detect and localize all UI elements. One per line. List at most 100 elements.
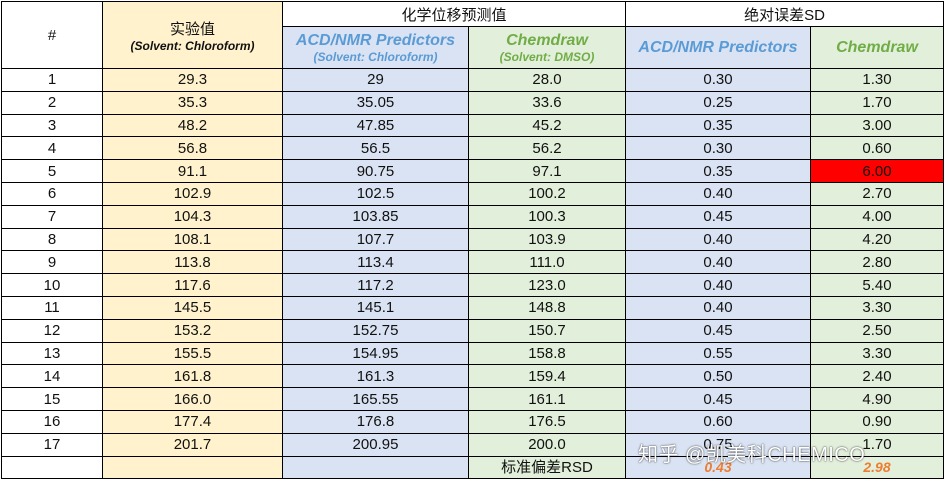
cell-exp: 117.6 bbox=[102, 273, 283, 297]
cell-acd: 113.4 bbox=[282, 250, 469, 275]
cell-sd-acd: 0.40 bbox=[625, 295, 811, 320]
cell-acd: 176.8 bbox=[282, 409, 469, 434]
cell-exp: 145.5 bbox=[102, 295, 283, 320]
cell-acd: 154.95 bbox=[282, 341, 469, 366]
table-row: 2 35.3 35.05 33.6 0.25 1.70 bbox=[1, 90, 944, 115]
sd-chemdraw-header: Chemdraw bbox=[810, 26, 944, 69]
rsd-chemdraw-value: 2.98 bbox=[810, 455, 944, 480]
cell-n: 2 bbox=[1, 90, 103, 115]
cell-n: 4 bbox=[1, 136, 103, 161]
cell-cd: 56.2 bbox=[468, 136, 626, 161]
cell-n: 3 bbox=[1, 113, 103, 138]
cell-cd: 159.4 bbox=[468, 364, 626, 389]
cell-exp: 177.4 bbox=[102, 409, 283, 434]
cell-sd-acd: 0.40 bbox=[625, 181, 811, 206]
cell-exp: 108.1 bbox=[102, 227, 283, 252]
cell-sd-cd: 4.20 bbox=[810, 227, 944, 252]
footer-empty-2 bbox=[102, 455, 283, 480]
nmr-comparison-table: # 实验值 (Solvent: Chloroform) 化学位移预测值 绝对误差… bbox=[1, 1, 944, 480]
table-row: 8 108.1 107.7 103.9 0.40 4.20 bbox=[1, 227, 944, 252]
footer-row: 标准偏差RSD 0.43 2.98 bbox=[1, 455, 944, 480]
table-row: 11 145.5 145.1 148.8 0.40 3.30 bbox=[1, 295, 944, 320]
cell-n: 16 bbox=[1, 409, 103, 434]
cell-sd-cd: 3.30 bbox=[810, 295, 944, 320]
cell-exp: 155.5 bbox=[102, 341, 283, 366]
table-row: 17 201.7 200.95 200.0 0.75 1.70 bbox=[1, 432, 944, 457]
cell-sd-acd: 0.45 bbox=[625, 204, 811, 229]
table-row: 15 166.0 165.55 161.1 0.45 4.90 bbox=[1, 387, 944, 411]
cell-sd-acd: 0.55 bbox=[625, 341, 811, 366]
cell-acd: 56.5 bbox=[282, 136, 469, 161]
cell-acd: 29 bbox=[282, 68, 469, 92]
cell-cd: 103.9 bbox=[468, 227, 626, 252]
cell-sd-cd: 0.60 bbox=[810, 136, 944, 161]
table-row: 7 104.3 103.85 100.3 0.45 4.00 bbox=[1, 204, 944, 229]
cell-exp: 104.3 bbox=[102, 204, 283, 229]
abs-error-group-header: 绝对误差SD bbox=[625, 1, 944, 27]
cell-acd: 165.55 bbox=[282, 387, 469, 411]
table-row: 3 48.2 47.85 45.2 0.35 3.00 bbox=[1, 113, 944, 138]
cell-sd-acd: 0.50 bbox=[625, 364, 811, 389]
sd-acd-header: ACD/NMR Predictors bbox=[625, 26, 811, 69]
cell-sd-acd: 0.40 bbox=[625, 250, 811, 275]
rsd-label: 标准偏差RSD bbox=[468, 455, 626, 480]
cell-n: 5 bbox=[1, 159, 103, 183]
table-row: 10 117.6 117.2 123.0 0.40 5.40 bbox=[1, 273, 944, 297]
cell-cd: 28.0 bbox=[468, 68, 626, 92]
chemdraw-title: Chemdraw bbox=[506, 31, 588, 49]
cell-cd: 100.2 bbox=[468, 181, 626, 206]
cell-acd: 103.85 bbox=[282, 204, 469, 229]
cell-n: 13 bbox=[1, 341, 103, 366]
cell-n: 9 bbox=[1, 250, 103, 275]
cell-sd-acd: 0.25 bbox=[625, 90, 811, 115]
acd-solvent: (Solvent: Chloroform) bbox=[313, 49, 438, 64]
cell-sd-cd: 2.50 bbox=[810, 318, 944, 343]
cell-cd: 111.0 bbox=[468, 250, 626, 275]
cell-n: 7 bbox=[1, 204, 103, 229]
cell-exp: 56.8 bbox=[102, 136, 283, 161]
sd-chemdraw-title: Chemdraw bbox=[836, 38, 918, 56]
cell-n: 14 bbox=[1, 364, 103, 389]
table-row: 5 91.1 90.75 97.1 0.35 6.00 bbox=[1, 159, 944, 183]
cell-n: 8 bbox=[1, 227, 103, 252]
cell-exp: 201.7 bbox=[102, 432, 283, 457]
cell-acd: 145.1 bbox=[282, 295, 469, 320]
cell-cd: 45.2 bbox=[468, 113, 626, 138]
cell-n: 1 bbox=[1, 68, 103, 92]
cell-sd-acd: 0.45 bbox=[625, 387, 811, 411]
cell-cd: 176.5 bbox=[468, 409, 626, 434]
cell-cd: 100.3 bbox=[468, 204, 626, 229]
cell-sd-acd: 0.45 bbox=[625, 318, 811, 343]
sd-acd-title: ACD/NMR Predictors bbox=[638, 38, 798, 56]
watermark: 知乎 @凯美科CHEMICO bbox=[638, 444, 866, 466]
data-rows: 1 29.3 29 28.0 0.30 1.30 2 35.3 35.05 33.6 0.25 1.7… bbox=[1, 68, 944, 457]
experimental-solvent: (Solvent: Chloroform) bbox=[130, 38, 255, 53]
cell-cd: 161.1 bbox=[468, 387, 626, 411]
cell-sd-cd: 6.00 bbox=[810, 159, 944, 183]
cell-exp: 35.3 bbox=[102, 90, 283, 115]
cell-sd-acd: 0.40 bbox=[625, 227, 811, 252]
cell-acd: 107.7 bbox=[282, 227, 469, 252]
cell-sd-cd: 2.70 bbox=[810, 181, 944, 206]
cell-sd-cd: 3.00 bbox=[810, 113, 944, 138]
cell-sd-acd: 0.30 bbox=[625, 136, 811, 161]
acd-title: ACD/NMR Predictors bbox=[295, 31, 456, 49]
cell-exp: 102.9 bbox=[102, 181, 283, 206]
cell-exp: 29.3 bbox=[102, 68, 283, 92]
table-row: 4 56.8 56.5 56.2 0.30 0.60 bbox=[1, 136, 944, 161]
cell-acd: 102.5 bbox=[282, 181, 469, 206]
table-row: 1 29.3 29 28.0 0.30 1.30 bbox=[1, 68, 944, 92]
cell-sd-cd: 1.70 bbox=[810, 432, 944, 457]
cell-sd-acd: 0.40 bbox=[625, 273, 811, 297]
table-row: 9 113.8 113.4 111.0 0.40 2.80 bbox=[1, 250, 944, 275]
cell-cd: 97.1 bbox=[468, 159, 626, 183]
table-row: 16 177.4 176.8 176.5 0.60 0.90 bbox=[1, 409, 944, 434]
cell-n: 12 bbox=[1, 318, 103, 343]
table-row: 13 155.5 154.95 158.8 0.55 3.30 bbox=[1, 341, 944, 366]
cell-exp: 48.2 bbox=[102, 113, 283, 138]
cell-acd: 161.3 bbox=[282, 364, 469, 389]
cell-acd: 90.75 bbox=[282, 159, 469, 183]
cell-sd-acd: 0.75 bbox=[625, 432, 811, 457]
cell-sd-cd: 4.00 bbox=[810, 204, 944, 229]
header-row-2: ACD/NMR Predictors (Solvent: Chloroform)… bbox=[2, 26, 944, 69]
